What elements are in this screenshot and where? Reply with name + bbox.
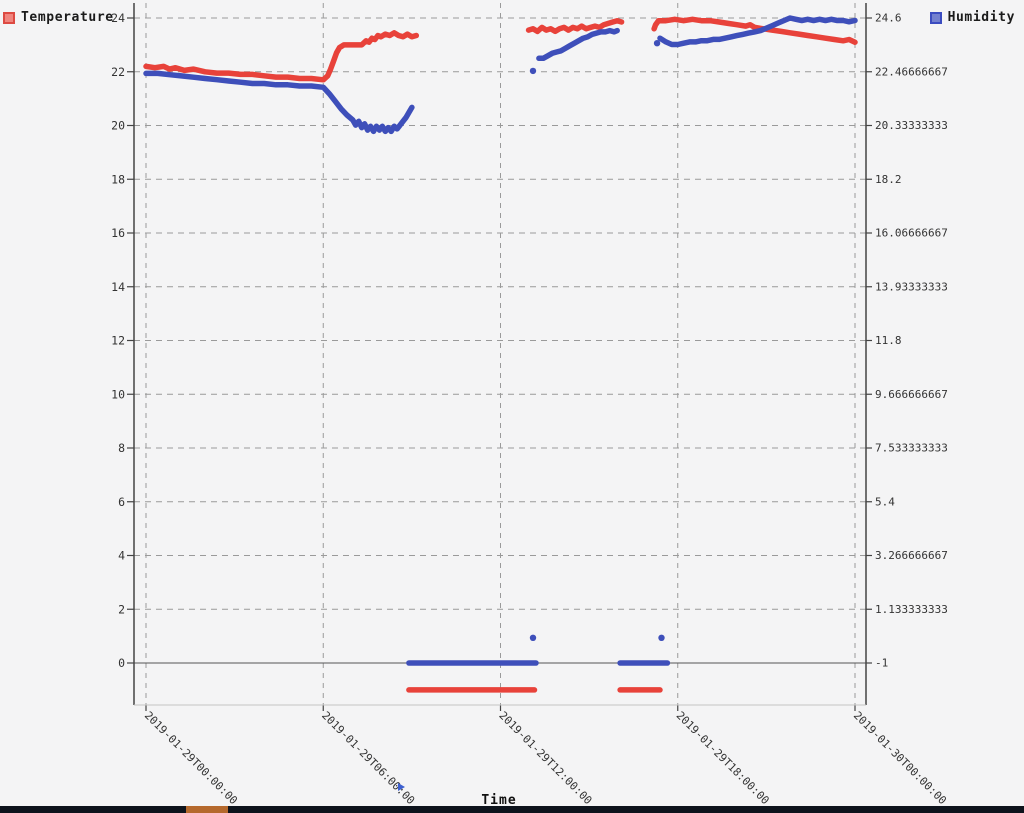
humidity-series-segment <box>536 27 620 62</box>
temperature-series-segment <box>651 16 858 45</box>
y-right-tick-label: 3.266666667 <box>875 549 948 562</box>
x-tick-label: 2019-01-29T18:00:00 <box>674 709 772 806</box>
y-left-tick-label: 4 <box>118 549 125 563</box>
legend-temperature[interactable]: Temperature <box>3 10 114 25</box>
y-left-tick-label: 2 <box>118 602 125 616</box>
y-right-tick-label: 24.6 <box>875 12 902 25</box>
temperature-legend-label: Temperature <box>21 10 114 25</box>
temperature-series-segment <box>143 30 420 83</box>
y-right-tick-label: 7.533333333 <box>875 442 948 455</box>
cursor-artifact <box>398 783 405 791</box>
y-left-tick-label: 18 <box>111 172 125 186</box>
y-left-tick-label: 24 <box>111 11 125 25</box>
y-right-tick-label: 9.666666667 <box>875 388 948 401</box>
legend-humidity[interactable]: Humidity <box>929 10 1015 25</box>
y-left-tick-label: 20 <box>111 119 125 133</box>
humidity-isolated-point <box>529 67 537 75</box>
y-left-tick-label: 0 <box>118 656 125 670</box>
temperature-series-segment <box>525 17 625 35</box>
y-right-tick-label: 22.46666667 <box>875 65 948 78</box>
x-axis-title: Time <box>481 793 517 808</box>
y-left-tick-label: 6 <box>118 495 125 509</box>
humidity-isolated-point <box>658 634 665 642</box>
humidity-isolated-point <box>529 634 537 642</box>
y-left-tick-label: 12 <box>111 334 125 348</box>
x-tick-label: 2019-01-29T12:00:00 <box>496 709 594 806</box>
humidity-isolated-point <box>653 39 661 47</box>
y-right-tick-label: 11.8 <box>875 334 902 347</box>
y-right-tick-label: 20.33333333 <box>875 119 948 132</box>
y-right-tick-label: -1 <box>875 657 888 670</box>
x-tick-label: 2019-01-29T00:00:00 <box>142 709 240 806</box>
temperature-swatch-icon <box>3 11 15 24</box>
taskbar[interactable] <box>0 806 1024 813</box>
y-right-tick-label: 13.93333333 <box>875 280 948 293</box>
y-right-tick-label: 18.2 <box>875 173 902 186</box>
x-tick-label: 2019-01-29T06:00:00 <box>319 709 417 806</box>
y-left-tick-label: 8 <box>118 441 125 455</box>
x-tick-label: 2019-01-30T00:00:00 <box>851 709 949 806</box>
y-right-tick-label: 1.133333333 <box>875 603 948 616</box>
humidity-legend-label: Humidity <box>947 10 1015 25</box>
y-left-tick-label: 22 <box>111 65 125 79</box>
y-left-tick-label: 16 <box>111 226 125 240</box>
humidity-series-segment <box>657 15 858 48</box>
y-left-tick-label: 10 <box>111 387 125 401</box>
taskbar-accent <box>186 806 228 813</box>
humidity-swatch-icon <box>929 11 942 24</box>
y-right-tick-label: 16.06666667 <box>875 227 948 240</box>
humidity-series-segment <box>143 70 415 135</box>
y-left-tick-label: 14 <box>111 280 125 294</box>
y-right-tick-label: 5.4 <box>875 495 895 508</box>
